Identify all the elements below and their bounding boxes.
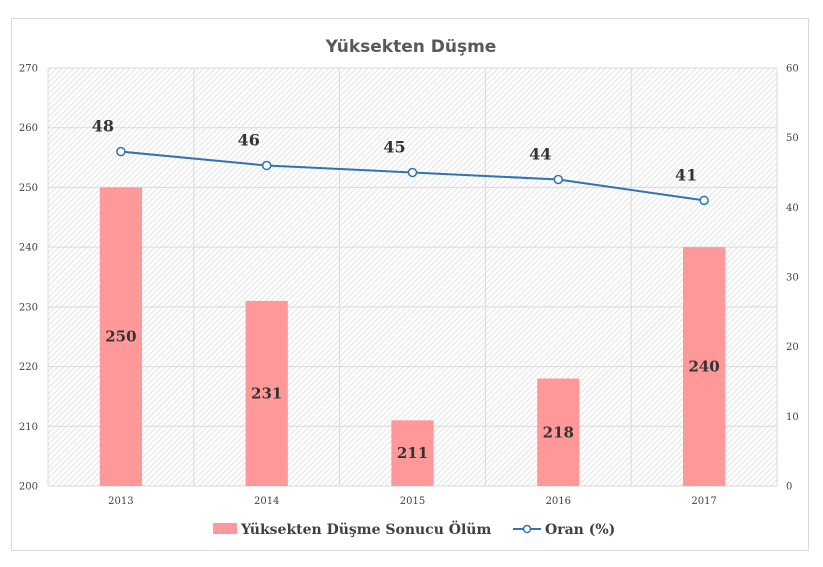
right-axis-tick-label: 40 — [786, 203, 799, 214]
gridlines — [47, 67, 778, 487]
right-axis-tick-label: 0 — [786, 482, 792, 493]
bar-value-label: 250 — [105, 328, 136, 346]
x-axis-tick-label: 2014 — [254, 496, 279, 507]
right-axis-ticks: 0 10 20 30 40 50 60 — [786, 64, 799, 493]
right-axis-tick-label: 50 — [786, 133, 799, 144]
left-axis-tick-label: 200 — [19, 482, 38, 493]
legend-line-marker — [522, 524, 532, 534]
x-axis-ticks: 2013 2014 2015 2016 2017 — [108, 496, 717, 507]
bar — [682, 247, 726, 486]
bar — [391, 420, 434, 486]
x-axis-tick-label: 2013 — [108, 496, 133, 507]
chart-title: Yüksekten Düşme — [325, 37, 497, 57]
left-axis-tick-label: 230 — [19, 302, 38, 313]
right-axis-tick-label: 10 — [786, 412, 799, 423]
line-point — [407, 167, 418, 178]
line-point — [699, 195, 709, 206]
line-value-label: 41 — [675, 165, 697, 184]
bar — [245, 300, 288, 486]
x-axis-tick-label: 2016 — [546, 496, 571, 507]
x-axis-tick-label: 2017 — [691, 496, 716, 507]
bar-value-label: 211 — [397, 444, 428, 462]
left-axis-tick-label: 210 — [19, 422, 38, 433]
line-data-labels: 48 46 45 44 41 — [92, 117, 697, 185]
left-axis-tick-label: 220 — [19, 362, 38, 373]
left-axis-tick-label: 270 — [19, 64, 38, 75]
right-axis-tick-label: 20 — [786, 342, 799, 353]
line-value-label: 45 — [383, 138, 405, 157]
legend: Yüksekten Düşme Sonucu Ölüm Oran (%) — [213, 519, 615, 538]
left-axis-tick-label: 240 — [19, 243, 38, 254]
bar-value-label: 240 — [688, 358, 719, 376]
line-value-label: 48 — [92, 117, 114, 136]
bar — [537, 378, 580, 486]
line-value-label: 44 — [529, 144, 551, 163]
left-axis-tick-label: 250 — [19, 183, 38, 194]
right-axis-tick-label: 30 — [786, 273, 799, 284]
right-axis-tick-label: 60 — [786, 64, 799, 75]
line-value-label: 46 — [238, 131, 260, 150]
line-point — [116, 146, 126, 157]
bar-series — [99, 187, 726, 486]
legend-line-label: Oran (%) — [545, 522, 615, 538]
legend-bar-swatch — [213, 523, 237, 534]
left-axis-tick-label: 260 — [19, 123, 38, 134]
plot-area — [48, 68, 777, 486]
bar-data-labels: 250 231 211 218 240 — [105, 328, 720, 462]
legend-bar-label: Yüksekten Düşme Sonucu Ölüm — [240, 519, 491, 538]
line-series — [116, 146, 709, 206]
bar — [99, 187, 143, 486]
line-point — [261, 160, 272, 171]
bar-value-label: 231 — [251, 384, 282, 402]
left-axis-ticks: 200 210 220 230 240 250 260 270 — [19, 64, 38, 493]
line-point — [553, 174, 564, 185]
bar-value-label: 218 — [543, 423, 574, 441]
x-axis-tick-label: 2015 — [400, 496, 425, 507]
